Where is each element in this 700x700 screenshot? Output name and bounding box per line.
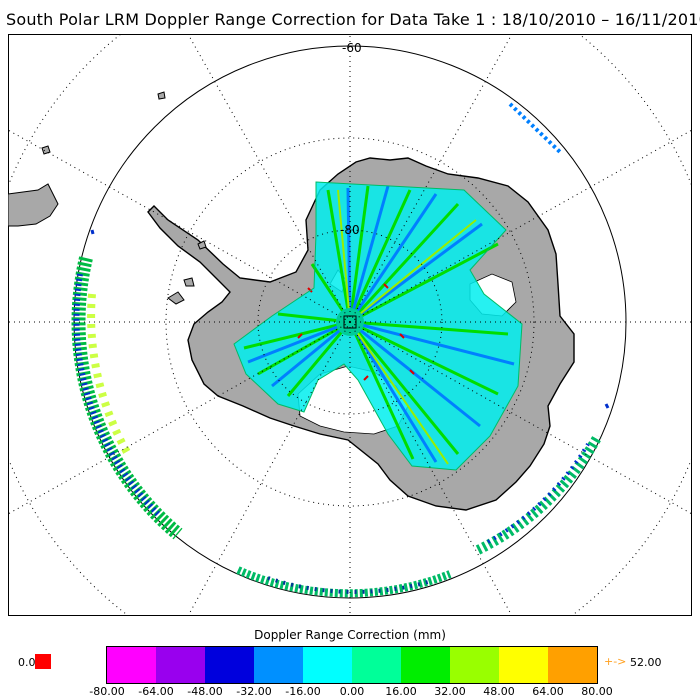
meridian [349,321,513,616]
meridian [187,34,351,323]
colorbar-title: Doppler Range Correction (mm) [254,628,446,642]
colorbar-tick-label: 48.00 [483,685,515,698]
island [183,277,195,287]
arc-yellow [87,293,132,456]
arc-blue [73,273,161,517]
cryosat-track-data [233,181,523,471]
colorbar-tick-label: -32.00 [236,685,272,698]
colorbar-tick-label: 16.00 [385,685,417,698]
colorbar-tick-label: -48.00 [187,685,223,698]
track-outline [233,181,523,471]
colorbar-min-value: 0.0 [18,656,36,669]
island [167,291,185,305]
colorbar-segment [401,647,450,683]
colorbar-segment [254,647,303,683]
map-title: South Polar LRM Doppler Range Correction… [6,10,700,29]
track-band [234,182,522,470]
map-content: -60 -80 [8,34,692,616]
colorbar-min-swatch [35,654,51,669]
arc-dot [90,229,95,235]
island [197,240,207,250]
colorbar [106,646,598,684]
arc-bottom-blue [267,576,429,594]
latitude-circle-80 [257,229,443,415]
graticule [8,34,692,616]
colorbar-tick-label: -16.00 [285,685,321,698]
island [157,91,166,100]
track-stripes-yellow [337,189,477,465]
track-red-marks [297,283,415,381]
colorbar-segment [303,647,352,683]
colorbar-segment [499,647,548,683]
colorbar-tick-label: 64.00 [532,685,564,698]
sub-antarctic-islands [41,91,207,305]
colorbar-tick-label: 32.00 [434,685,466,698]
arc-bottom-green [236,566,452,598]
colorbar-segment [156,647,205,683]
arc-right-blue [487,442,590,544]
south-america-tip [8,183,59,227]
colorbar-segment [107,647,156,683]
island [41,145,51,155]
colorbar-segment [450,647,499,683]
polar-map: -60 -80 [8,34,692,616]
meridian [8,321,351,515]
arc-right-green [475,433,603,555]
ocean-track-arc [71,102,610,598]
colorbar-segment [205,647,254,683]
meridian [8,129,351,323]
colorbar-max-marker: +-> [604,655,627,668]
track-stripes-green [243,185,509,460]
lat-label-80: -80 [340,223,360,237]
colorbar-segment [548,647,597,683]
colorbar-tick-label: -80.00 [89,685,125,698]
colorbar-max-value: 52.00 [630,656,662,669]
colorbar-tick-label: -64.00 [138,685,174,698]
colorbar-segment [352,647,401,683]
meridian [187,321,351,616]
meridian [349,321,692,515]
colorbar-tick-label: 80.00 [581,685,613,698]
track-stripes-blue [247,185,515,463]
lat-label-60: -60 [342,41,362,55]
latitude-circle-70 [165,137,535,507]
meridian [349,34,513,323]
meridian [349,129,692,323]
colorbar-tick-label: 0.00 [339,685,365,698]
arc-dot [604,403,610,409]
